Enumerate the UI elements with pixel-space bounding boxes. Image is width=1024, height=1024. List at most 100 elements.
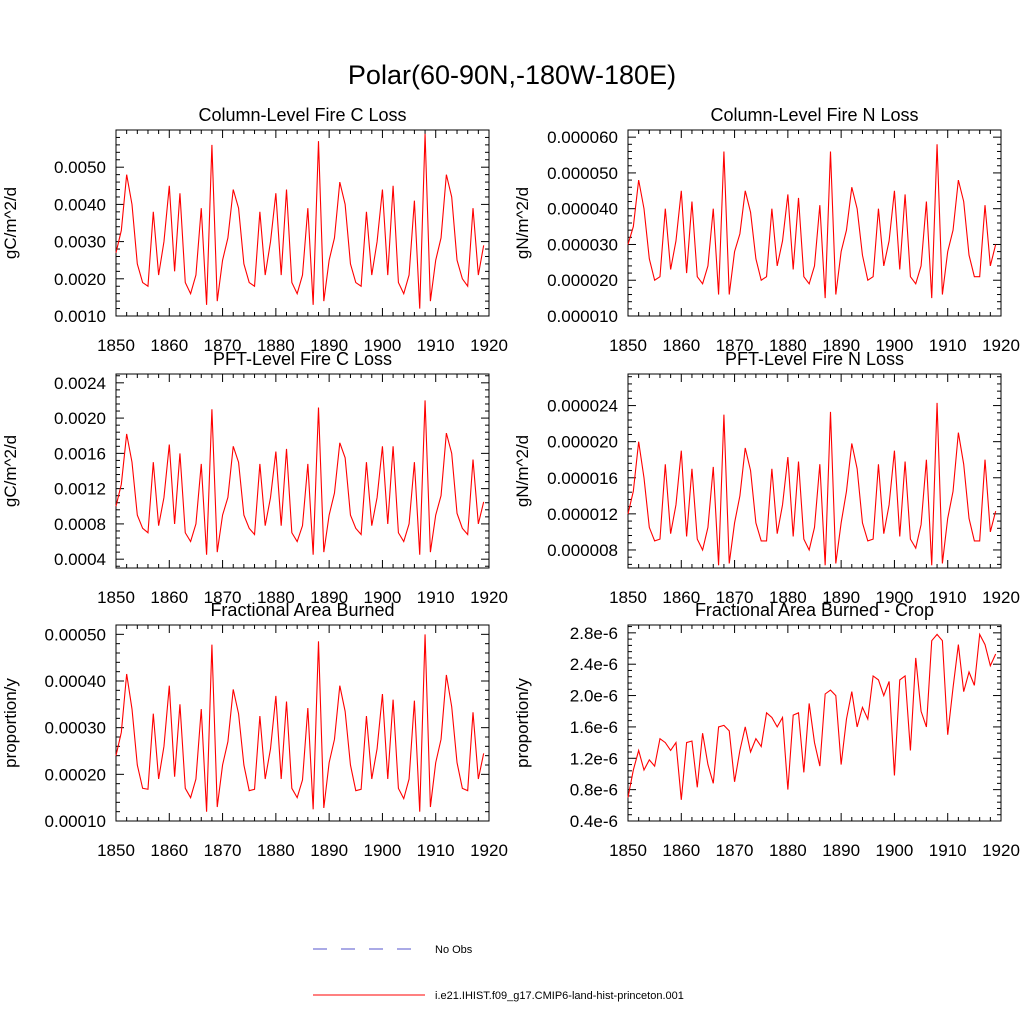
y-tick-label: 0.8e-6 (570, 781, 618, 800)
x-tick-label: 1880 (257, 588, 295, 607)
y-tick-label: 0.0050 (54, 158, 106, 177)
y-tick-label: 0.000012 (547, 505, 618, 524)
y-tick-label: 0.0020 (54, 409, 106, 428)
y-tick-label: 0.000030 (547, 235, 618, 254)
y-tick-label: 0.000040 (547, 200, 618, 219)
x-tick-label: 1850 (609, 588, 647, 607)
y-tick-label: 2.0e-6 (570, 687, 618, 706)
plot-frame (627, 624, 1002, 822)
x-tick-label: 1850 (97, 841, 135, 860)
x-tick-label: 1900 (876, 588, 914, 607)
chart-panel: PFT-Level Fire C Loss gC/m^2/d 1850 1860 187… (1, 349, 508, 607)
y-axis-label: gC/m^2/d (1, 435, 20, 507)
x-tick-label: 1850 (609, 841, 647, 860)
x-tick-label: 1920 (470, 336, 508, 355)
series-line (115, 133, 485, 309)
x-tick-label: 1900 (364, 588, 402, 607)
y-tick-label: 0.00030 (45, 719, 106, 738)
chart-panel: Fractional Area Burned - Crop proportion/… (513, 600, 1020, 860)
x-tick-label: 1860 (662, 841, 700, 860)
panel-title: Column-Level Fire C Loss (198, 105, 406, 125)
x-tick-label: 1910 (417, 841, 455, 860)
x-tick-label: 1920 (982, 588, 1020, 607)
x-tick-label: 1910 (417, 588, 455, 607)
x-tick-label: 1900 (364, 841, 402, 860)
x-tick-label: 1890 (822, 841, 860, 860)
x-tick-label: 1890 (310, 588, 348, 607)
x-tick-label: 1910 (929, 841, 967, 860)
y-tick-label: 0.000008 (547, 541, 618, 560)
y-tick-label: 0.0030 (54, 233, 106, 252)
y-tick-label: 0.0040 (54, 195, 106, 214)
x-tick-label: 1910 (929, 336, 967, 355)
x-tick-label: 1870 (204, 336, 242, 355)
x-tick-label: 1860 (662, 588, 700, 607)
panel-title: Fractional Area Burned - Crop (695, 600, 934, 620)
series-line (627, 144, 997, 299)
y-tick-label: 0.000050 (547, 164, 618, 183)
x-tick-label: 1890 (310, 336, 348, 355)
legend-no-obs-label: No Obs (435, 944, 473, 956)
chart-panel: PFT-Level Fire N Loss gN/m^2/d 1850 1860 187… (513, 349, 1020, 607)
x-tick-label: 1870 (716, 841, 754, 860)
x-tick-label: 1850 (97, 588, 135, 607)
x-tick-label: 1860 (150, 588, 188, 607)
y-tick-label: 2.4e-6 (570, 655, 618, 674)
plot-frame (627, 129, 1002, 317)
panel-title: PFT-Level Fire C Loss (213, 349, 392, 369)
x-tick-label: 1890 (310, 841, 348, 860)
y-tick-label: 0.000020 (547, 433, 618, 452)
y-tick-label: 0.000010 (547, 307, 618, 326)
y-tick-label: 1.6e-6 (570, 718, 618, 737)
chart-panel: Fractional Area Burned proportion/y 1850 18… (1, 600, 508, 860)
legend-model-label: i.e21.IHIST.f09_g17.CMIP6-land-hist-prin… (435, 990, 684, 1002)
panel-title: Fractional Area Burned (210, 600, 394, 620)
x-tick-label: 1870 (204, 841, 242, 860)
chart-panel: Column-Level Fire C Loss gC/m^2/d 1850 1860… (1, 105, 508, 355)
x-tick-label: 1860 (150, 841, 188, 860)
x-tick-label: 1920 (982, 336, 1020, 355)
y-tick-label: 1.2e-6 (570, 749, 618, 768)
x-tick-label: 1920 (982, 841, 1020, 860)
x-tick-label: 1880 (769, 588, 807, 607)
y-tick-label: 0.00050 (45, 625, 106, 644)
panel-title: PFT-Level Fire N Loss (725, 349, 904, 369)
y-axis-label: proportion/y (1, 678, 20, 768)
x-tick-label: 1860 (150, 336, 188, 355)
y-tick-label: 0.0010 (54, 307, 106, 326)
y-tick-label: 0.4e-6 (570, 812, 618, 831)
series-line (627, 632, 997, 800)
plot-frame (115, 129, 490, 317)
x-tick-label: 1850 (609, 336, 647, 355)
x-tick-label: 1850 (97, 336, 135, 355)
y-tick-label: 0.00040 (45, 672, 106, 691)
y-tick-label: 0.0020 (54, 270, 106, 289)
x-tick-label: 1870 (716, 588, 754, 607)
y-axis-label: gC/m^2/d (1, 187, 20, 259)
x-tick-label: 1880 (257, 841, 295, 860)
x-tick-label: 1880 (257, 336, 295, 355)
x-tick-label: 1920 (470, 841, 508, 860)
y-tick-label: 2.8e-6 (570, 624, 618, 643)
y-tick-label: 0.0016 (54, 444, 106, 463)
y-tick-label: 0.000060 (547, 128, 618, 147)
y-axis-label: gN/m^2/d (513, 435, 532, 507)
x-tick-label: 1900 (364, 336, 402, 355)
y-tick-label: 0.000024 (547, 397, 618, 416)
x-tick-label: 1900 (876, 336, 914, 355)
y-tick-label: 0.00010 (45, 812, 106, 831)
y-tick-label: 0.0008 (54, 515, 106, 534)
plot-frame (115, 373, 490, 569)
x-tick-label: 1880 (769, 336, 807, 355)
chart-panel: Column-Level Fire N Loss gN/m^2/d 1850 1860… (513, 105, 1020, 355)
y-tick-label: 0.0012 (54, 480, 106, 499)
x-tick-label: 1880 (769, 841, 807, 860)
series-line (115, 634, 485, 812)
y-tick-label: 0.000020 (547, 271, 618, 290)
x-tick-label: 1890 (822, 588, 860, 607)
y-tick-label: 0.0024 (54, 374, 106, 393)
y-axis-label: gN/m^2/d (513, 187, 532, 259)
x-tick-label: 1920 (470, 588, 508, 607)
series-line (627, 402, 997, 566)
